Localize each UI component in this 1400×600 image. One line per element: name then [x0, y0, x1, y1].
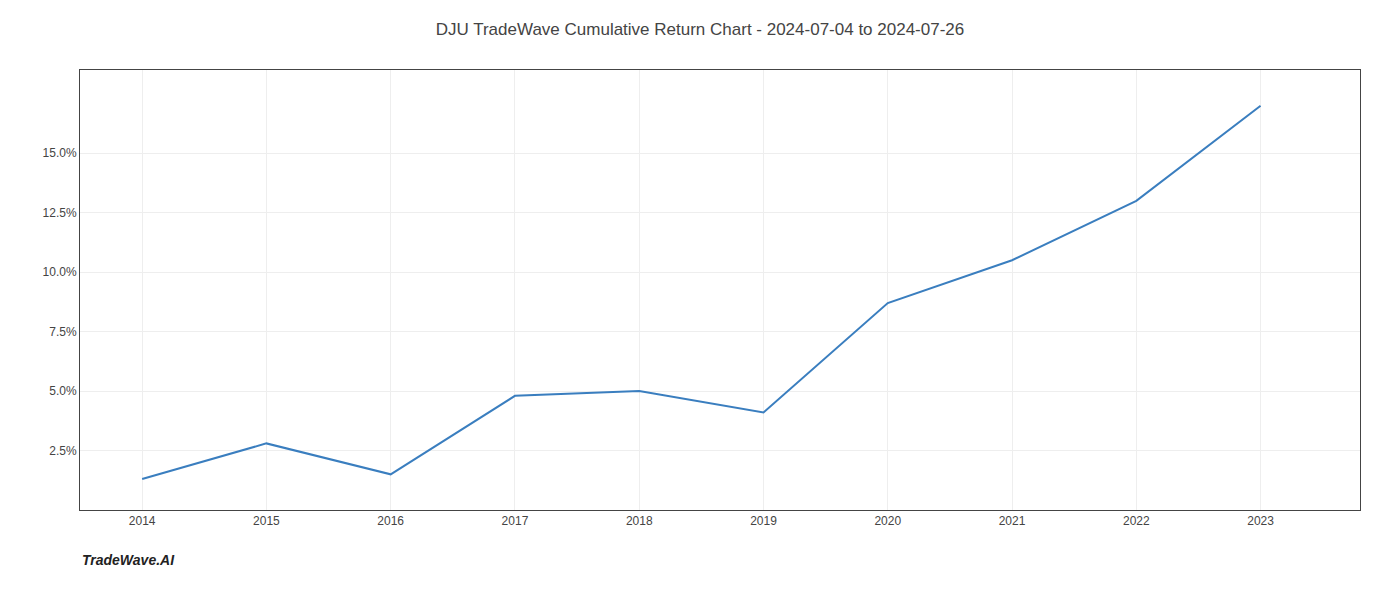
- svg-text:2014: 2014: [129, 514, 156, 528]
- svg-text:2015: 2015: [253, 514, 280, 528]
- svg-text:2023: 2023: [1247, 514, 1274, 528]
- svg-text:2018: 2018: [626, 514, 653, 528]
- svg-text:2019: 2019: [750, 514, 777, 528]
- svg-text:TradeWave.AI: TradeWave.AI: [82, 552, 175, 568]
- svg-text:2022: 2022: [1123, 514, 1150, 528]
- svg-text:2021: 2021: [999, 514, 1026, 528]
- svg-text:5.0%: 5.0%: [49, 384, 77, 398]
- svg-text:2017: 2017: [502, 514, 529, 528]
- svg-text:2.5%: 2.5%: [49, 444, 77, 458]
- svg-text:2020: 2020: [874, 514, 901, 528]
- svg-text:2016: 2016: [377, 514, 404, 528]
- svg-text:7.5%: 7.5%: [49, 325, 77, 339]
- svg-text:10.0%: 10.0%: [43, 265, 77, 279]
- svg-text:12.5%: 12.5%: [43, 206, 77, 220]
- svg-text:15.0%: 15.0%: [43, 146, 77, 160]
- svg-text:DJU TradeWave Cumulative Retur: DJU TradeWave Cumulative Return Chart - …: [436, 20, 965, 39]
